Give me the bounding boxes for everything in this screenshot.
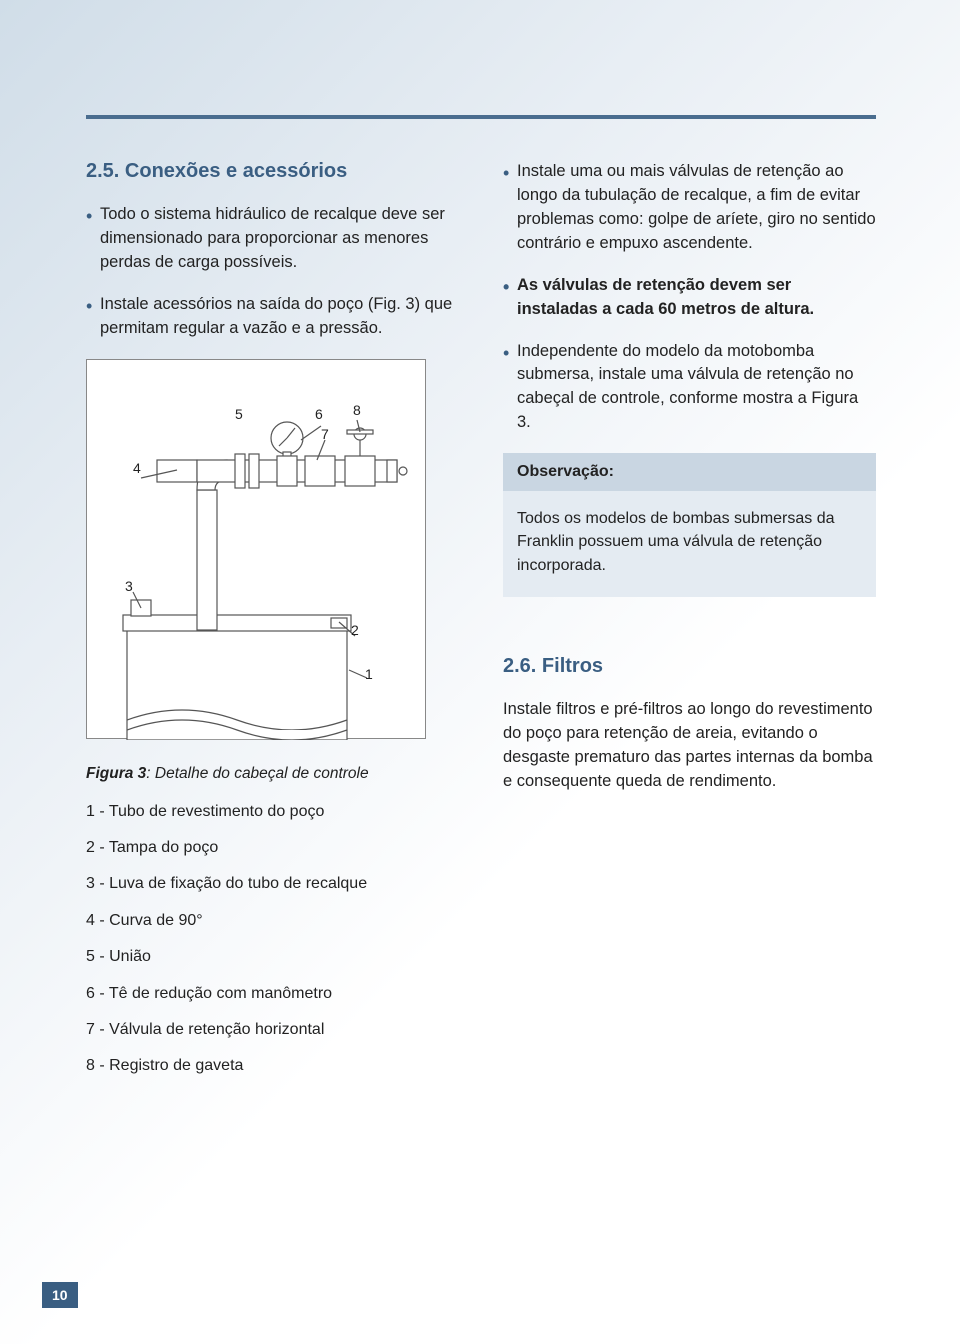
observation-title: Observação: (503, 453, 876, 491)
legend-6: 6 - Tê de redução com manômetro (86, 983, 459, 1005)
section-26-heading: 2.6. Filtros (503, 655, 876, 678)
diagram-label-6: 6 (315, 406, 323, 422)
diagram-label-5: 5 (235, 406, 243, 422)
diagram-label-3: 3 (125, 578, 133, 594)
right-column: Instale uma ou mais válvulas de retenção… (503, 160, 876, 1092)
figure-3-svg (87, 360, 427, 740)
section-25-heading: 2.5. Conexões e acessórios (86, 160, 459, 183)
figure-3-box: 4 5 6 7 8 3 2 1 (86, 359, 426, 739)
legend-4: 4 - Curva de 90° (86, 910, 459, 932)
diagram-label-8: 8 (353, 402, 361, 418)
observation-body: Todos os modelos de bombas submersas da … (503, 491, 876, 597)
figure-3-text: : Detalhe do cabeçal de controle (146, 765, 368, 782)
page-columns: 2.5. Conexões e acessórios Todo o sistem… (86, 160, 876, 1092)
bullet-right-2: As válvulas de retenção devem ser instal… (503, 274, 876, 322)
bullet-left-2: Instale acessórios na saída do poço (Fig… (86, 293, 459, 341)
bullet-right-3: Independente do modelo da motobomba subm… (503, 340, 876, 436)
legend-7: 7 - Válvula de retenção horizontal (86, 1019, 459, 1041)
bullet-left-1: Todo o sistema hidráulico de recalque de… (86, 203, 459, 275)
legend-5: 5 - União (86, 946, 459, 968)
diagram-label-2: 2 (351, 622, 359, 638)
left-column: 2.5. Conexões e acessórios Todo o sistem… (86, 160, 459, 1092)
bullet-right-1: Instale uma ou mais válvulas de retenção… (503, 160, 876, 256)
header-rule (86, 115, 876, 119)
observation-box: Observação: Todos os modelos de bombas s… (503, 453, 876, 597)
page-number: 10 (42, 1282, 78, 1308)
legend-1: 1 - Tubo de revestimento do poço (86, 801, 459, 823)
figure-3-caption: Figura 3: Detalhe do cabeçal de controle (86, 765, 459, 783)
diagram-label-1: 1 (365, 666, 373, 682)
diagram-label-4: 4 (133, 460, 141, 476)
legend-8: 8 - Registro de gaveta (86, 1055, 459, 1077)
legend-3: 3 - Luva de fixação do tubo de recalque (86, 873, 459, 895)
section-26-body: Instale filtros e pré-filtros ao longo d… (503, 698, 876, 794)
figure-3-label: Figura 3 (86, 765, 146, 782)
diagram-label-7: 7 (321, 426, 329, 442)
legend-2: 2 - Tampa do poço (86, 837, 459, 859)
